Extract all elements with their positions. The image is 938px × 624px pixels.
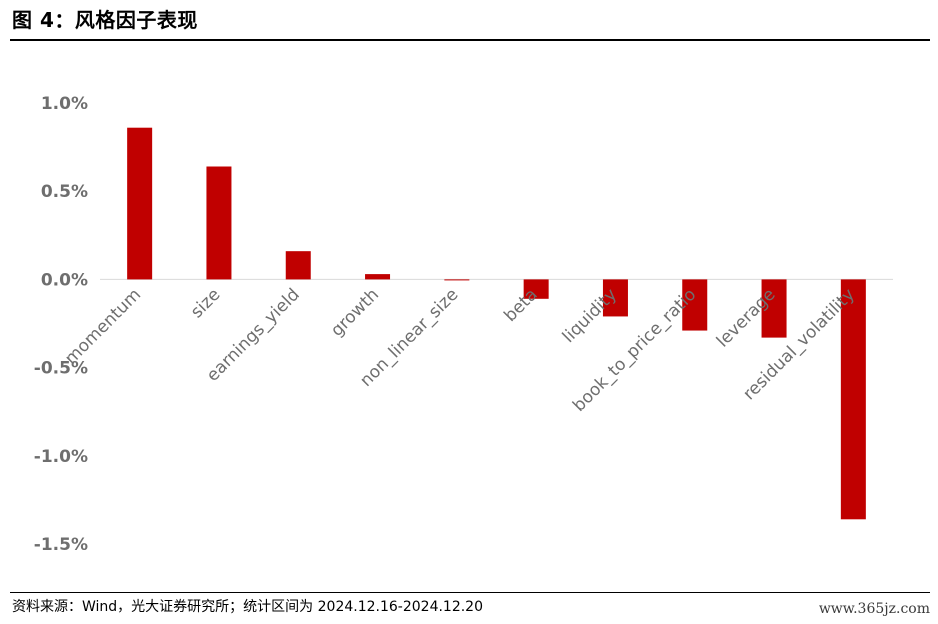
source-note: 资料来源：Wind，光大证券研究所；统计区间为 2024.12.16-2024.… bbox=[12, 599, 484, 615]
bar-liquidity bbox=[602, 279, 628, 317]
bar-earnings-yield bbox=[285, 251, 311, 280]
bar-beta bbox=[523, 279, 549, 299]
figure-title: 图 4：风格因子表现 bbox=[12, 8, 198, 32]
bar-momentum bbox=[127, 127, 153, 280]
watermark: www.365jz.com bbox=[818, 601, 930, 617]
bar-growth bbox=[365, 274, 391, 280]
x-category-label: momentum bbox=[61, 285, 145, 369]
y-tick-label: -0.5% bbox=[34, 359, 88, 379]
bars bbox=[127, 127, 866, 520]
bar-non-linear-size bbox=[444, 279, 470, 281]
y-tick-label: 0.0% bbox=[41, 270, 88, 290]
bar-book-to-price-ratio bbox=[682, 279, 708, 331]
y-tick-label: 0.5% bbox=[41, 182, 88, 202]
bar-chart: 1.0% 0.5% 0.0% -0.5% -1.0% -1.5% momentum size… bbox=[34, 94, 893, 555]
bar-size bbox=[206, 166, 232, 280]
y-tick-label: 1.0% bbox=[41, 94, 88, 114]
y-axis-ticks: 1.0% 0.5% 0.0% -0.5% -1.0% -1.5% bbox=[34, 94, 88, 555]
top-divider bbox=[10, 39, 930, 41]
y-tick-label: -1.0% bbox=[34, 447, 88, 467]
x-category-label: growth bbox=[327, 285, 383, 341]
bottom-divider bbox=[10, 592, 930, 593]
x-category-label: size bbox=[187, 285, 224, 322]
bar-leverage bbox=[761, 279, 787, 338]
y-tick-label: -1.5% bbox=[34, 535, 88, 555]
bar-residual-volatility bbox=[840, 279, 866, 520]
